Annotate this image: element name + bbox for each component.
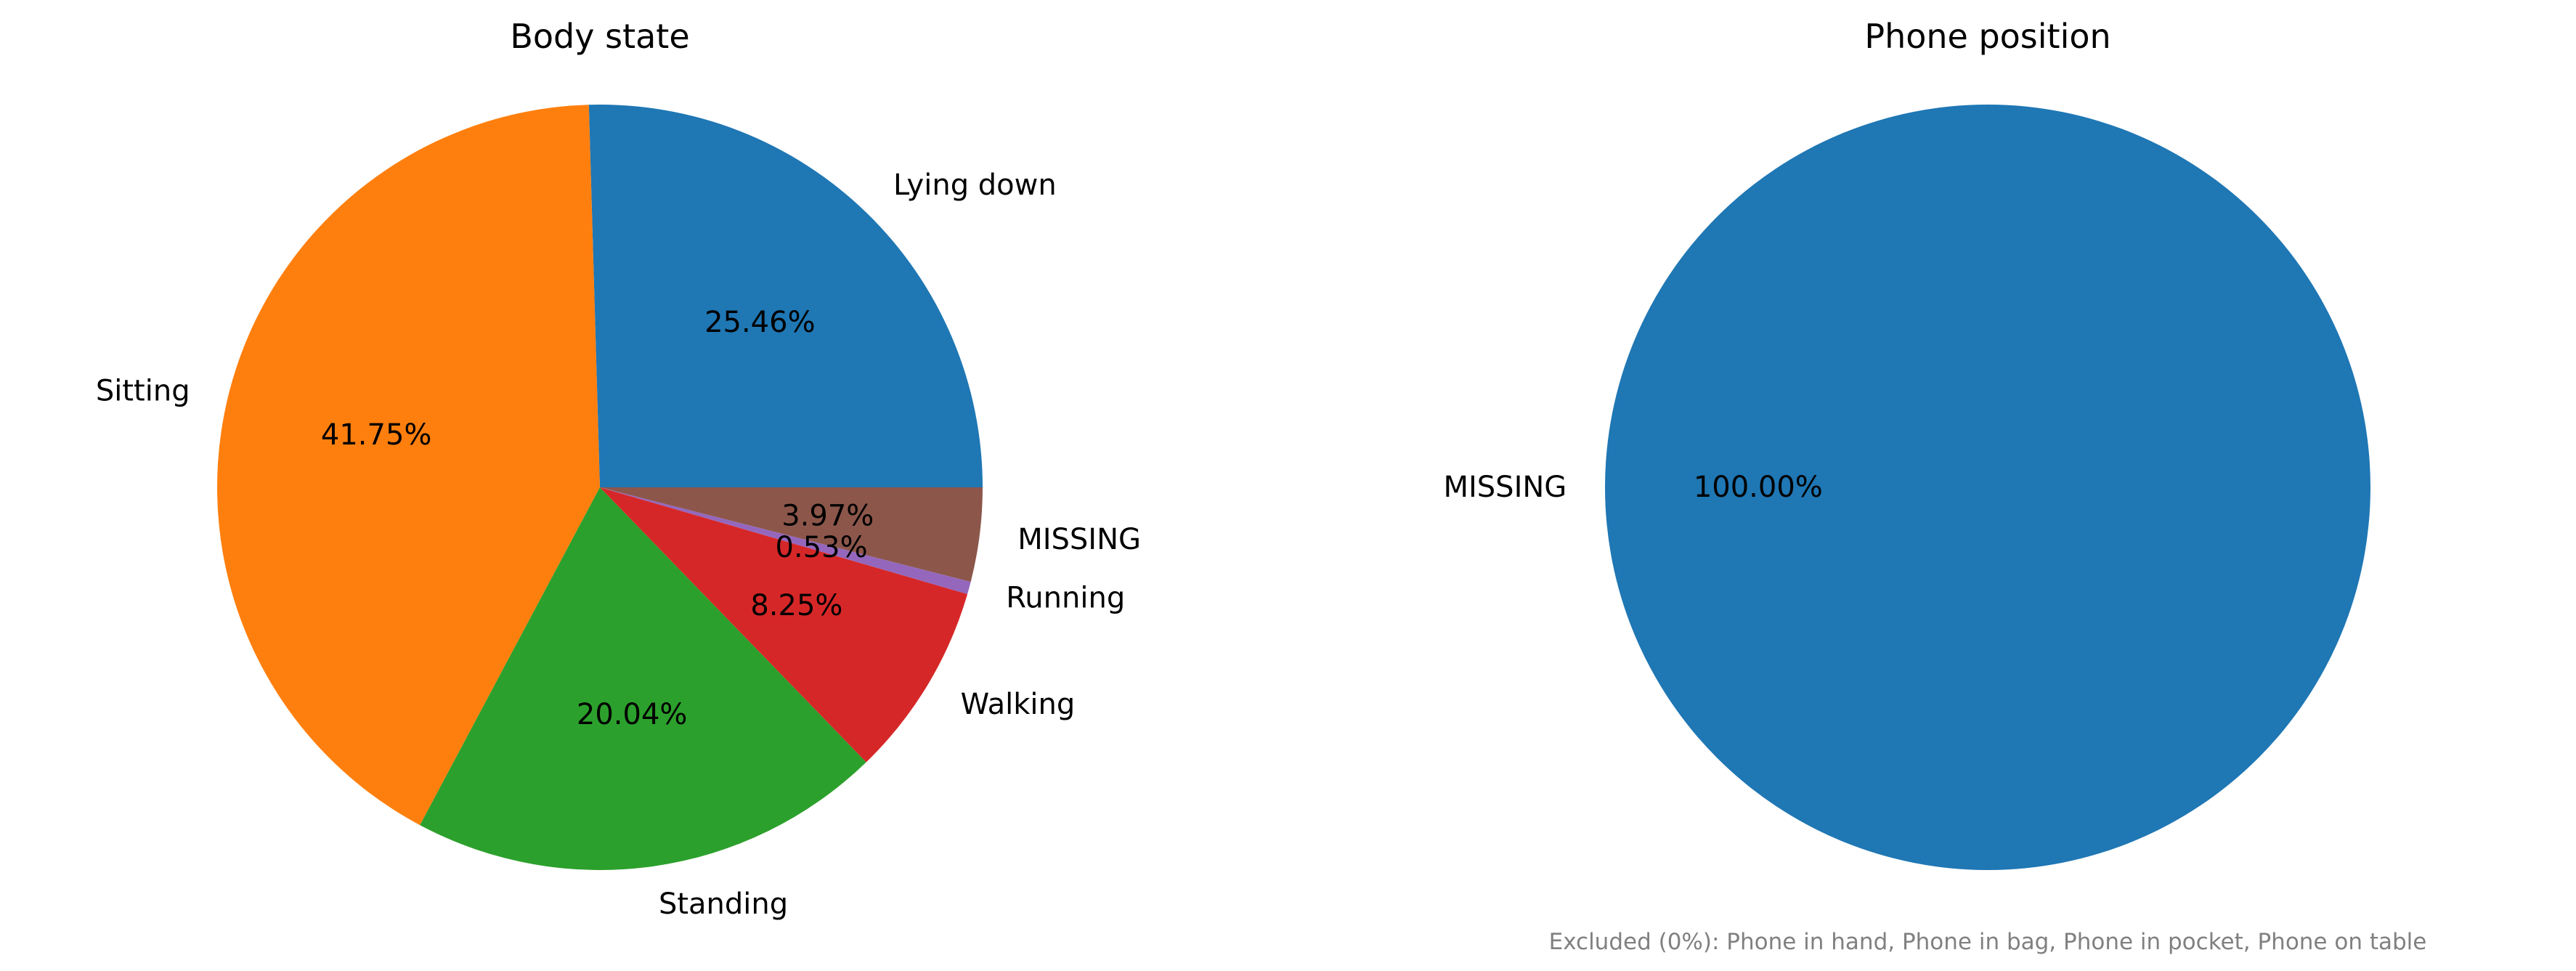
percent-label-missing: 100.00%	[1694, 471, 1823, 504]
percent-label-lying-down: 25.46%	[704, 306, 816, 339]
labels: MISSING 100.00%	[1443, 471, 1822, 504]
category-label-sitting: Sitting	[96, 375, 190, 408]
slices	[1605, 105, 2370, 870]
body-state-pie-chart: Body state Lying down 25.46% Sitting 41.75%…	[96, 17, 1141, 921]
slice-missing	[1605, 105, 2370, 870]
category-label-running: Running	[1006, 581, 1125, 614]
slice-standing	[420, 487, 866, 870]
chart-title: Body state	[510, 17, 689, 56]
slices	[217, 105, 983, 870]
slice-walking	[600, 487, 968, 763]
category-label-standing: Standing	[659, 887, 788, 921]
percent-label-running: 0.53%	[776, 531, 868, 564]
slice-sitting	[217, 105, 600, 826]
slice-missing	[600, 487, 983, 582]
percent-label-missing: 3.97%	[781, 499, 874, 532]
slice-lying-down	[588, 105, 983, 488]
slice-running	[600, 487, 971, 595]
percent-label-sitting: 41.75%	[321, 418, 432, 452]
labels: Lying down 25.46% Sitting 41.75% Standing 20.…	[96, 168, 1141, 921]
category-label-missing: MISSING	[1443, 471, 1567, 504]
percent-label-standing: 20.04%	[577, 698, 688, 731]
excluded-note: Excluded (0%): Phone in hand, Phone in b…	[1549, 929, 2427, 955]
chart-title: Phone position	[1864, 17, 2110, 56]
category-label-lying-down: Lying down	[893, 168, 1057, 202]
category-label-missing: MISSING	[1017, 523, 1141, 556]
percent-label-walking: 8.25%	[750, 589, 842, 622]
category-label-walking: Walking	[961, 688, 1076, 721]
phone-position-pie-chart: Phone position MISSING 100.00% Excluded (…	[1443, 17, 2426, 955]
